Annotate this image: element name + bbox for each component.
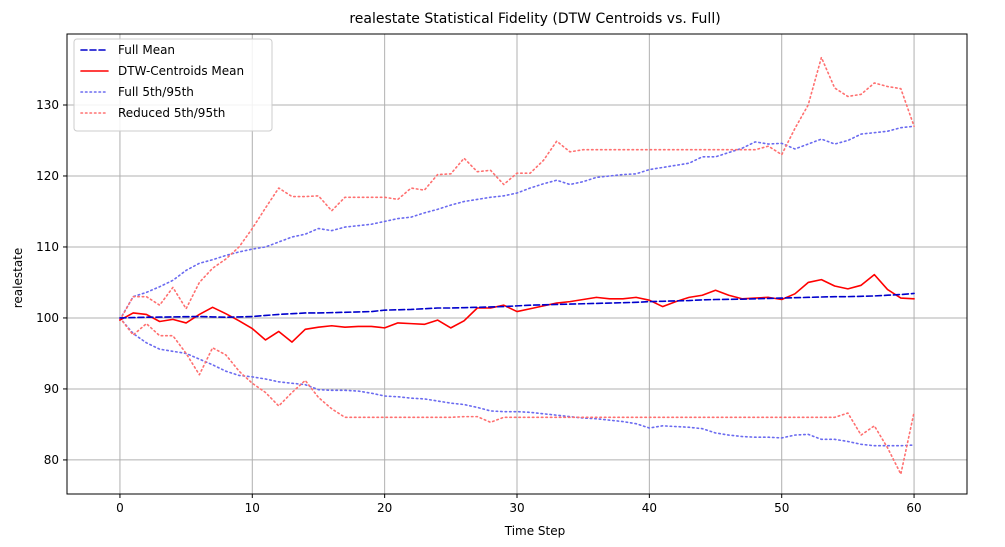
legend-label: Full Mean: [118, 43, 175, 57]
x-tick-label: 40: [642, 501, 657, 515]
x-tick-label: 10: [245, 501, 260, 515]
legend-label: Reduced 5th/95th: [118, 106, 225, 120]
y-tick-label: 120: [36, 169, 59, 183]
series-line-1: [119, 273, 915, 343]
series-line-0: [119, 292, 915, 319]
series-layer: [119, 56, 915, 475]
y-tick-label: 130: [36, 98, 59, 112]
y-axis: 80 90 100 110 120 130: [36, 98, 67, 467]
x-tick-label: 50: [774, 501, 789, 515]
y-tick-label: 110: [36, 240, 59, 254]
series-line-3: [119, 317, 915, 447]
grid-lines: [67, 34, 967, 494]
x-axis-title: Time Step: [504, 524, 566, 538]
y-tick-label: 80: [44, 453, 59, 467]
y-axis-title: realestate: [11, 248, 25, 309]
x-tick-label: 60: [906, 501, 921, 515]
y-tick-label: 90: [44, 382, 59, 396]
legend-label: Full 5th/95th: [118, 85, 194, 99]
y-tick-label: 100: [36, 311, 59, 325]
series-line-4: [119, 56, 915, 321]
legend-box: [73, 38, 273, 132]
series-line-5: [119, 317, 915, 475]
x-tick-label: 30: [509, 501, 524, 515]
series-line-2: [119, 125, 915, 321]
x-axis: 0 10 20 30 40 50 60: [116, 494, 922, 515]
x-tick-label: 0: [116, 501, 124, 515]
legend: Full Mean DTW-Centroids Mean Full 5th/95th…: [73, 38, 273, 132]
chart-title: realestate Statistical Fidelity (DTW Cen…: [349, 11, 720, 27]
legend-label: DTW-Centroids Mean: [118, 64, 244, 78]
x-tick-label: 20: [377, 501, 392, 515]
